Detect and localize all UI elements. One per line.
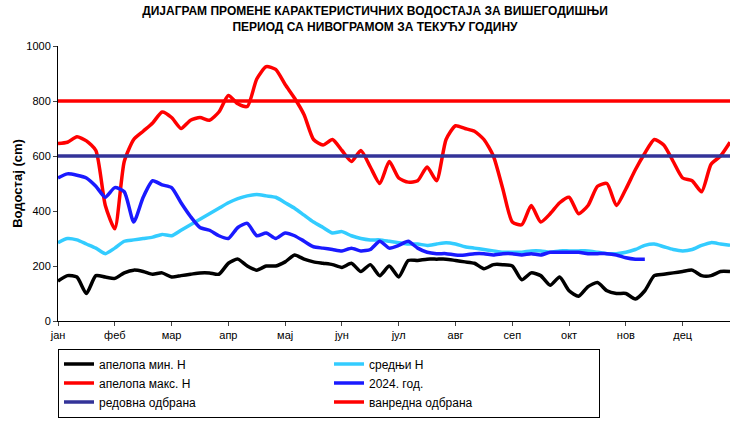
svg-text:2024. год.: 2024. год. [369,377,423,391]
svg-text:сеп: сеп [504,329,522,341]
svg-text:400: 400 [32,205,50,217]
svg-text:200: 200 [32,260,50,272]
svg-text:мај: мај [277,329,293,341]
svg-text:ДИЈАГРАМ ПРОМЕНЕ КАРАКТЕРИСТИЧ: ДИЈАГРАМ ПРОМЕНЕ КАРАКТЕРИСТИЧНИХ ВОДОСТ… [142,4,608,34]
svg-text:апелопа мин. Н: апелопа мин. Н [99,358,186,372]
svg-text:1000: 1000 [26,40,50,52]
svg-text:800: 800 [32,95,50,107]
svg-text:јун: јун [334,329,349,341]
svg-text:ванредна одбрана: ванредна одбрана [369,396,473,410]
svg-text:апр: апр [219,329,237,341]
svg-text:мар: мар [162,329,182,341]
svg-text:нов: нов [617,329,635,341]
svg-text:окт: окт [561,329,577,341]
svg-text:апелопа макс. Н: апелопа макс. Н [99,377,190,391]
svg-text:редовна одбрана: редовна одбрана [99,396,196,410]
svg-text:600: 600 [32,150,50,162]
svg-text:јан: јан [50,329,66,341]
svg-text:авг: авг [448,329,464,341]
svg-text:средњи Н: средњи Н [369,358,424,372]
svg-text:Водостај (cm): Водостај (cm) [10,139,25,228]
svg-text:дец: дец [673,329,693,341]
svg-text:јул: јул [391,329,406,341]
svg-text:феб: феб [104,329,125,341]
svg-text:0: 0 [45,315,51,327]
